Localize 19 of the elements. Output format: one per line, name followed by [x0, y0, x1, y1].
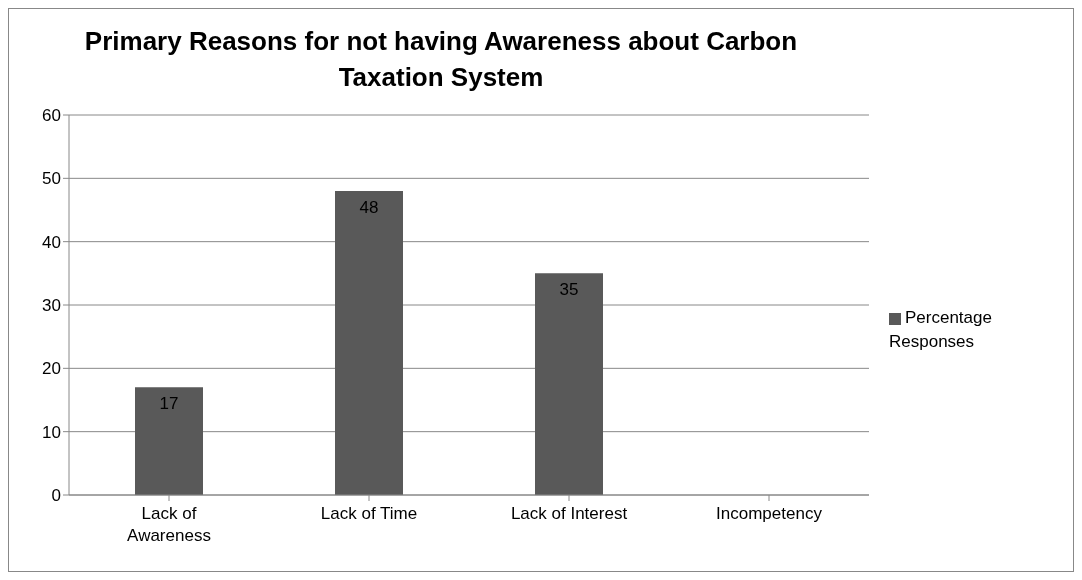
- chart-title: Primary Reasons for not having Awareness about Carbon Taxation System: [83, 25, 799, 94]
- data-label: 48: [359, 198, 379, 217]
- x-tick-label: Lack of Interest: [510, 504, 628, 523]
- y-tick-label: 50: [42, 169, 61, 189]
- x-tick-label: Lack of Time: [320, 504, 418, 523]
- y-tick-label: 20: [42, 359, 61, 379]
- legend-label: Percentage Responses: [889, 308, 992, 351]
- x-tick-label: Incompetency: [716, 504, 823, 523]
- y-tick-label: 30: [42, 296, 61, 316]
- data-label: 35: [559, 280, 579, 300]
- y-tick-label: 40: [42, 232, 61, 252]
- bar: [135, 387, 203, 495]
- y-tick-label: 60: [42, 106, 61, 126]
- y-tick-label: 0: [51, 486, 61, 506]
- data-label: 17: [159, 394, 179, 414]
- y-tick-label: 10: [42, 422, 61, 442]
- bar: [535, 273, 603, 495]
- x-tick-label: Lack of Awareness: [127, 504, 211, 545]
- bar: [335, 191, 403, 495]
